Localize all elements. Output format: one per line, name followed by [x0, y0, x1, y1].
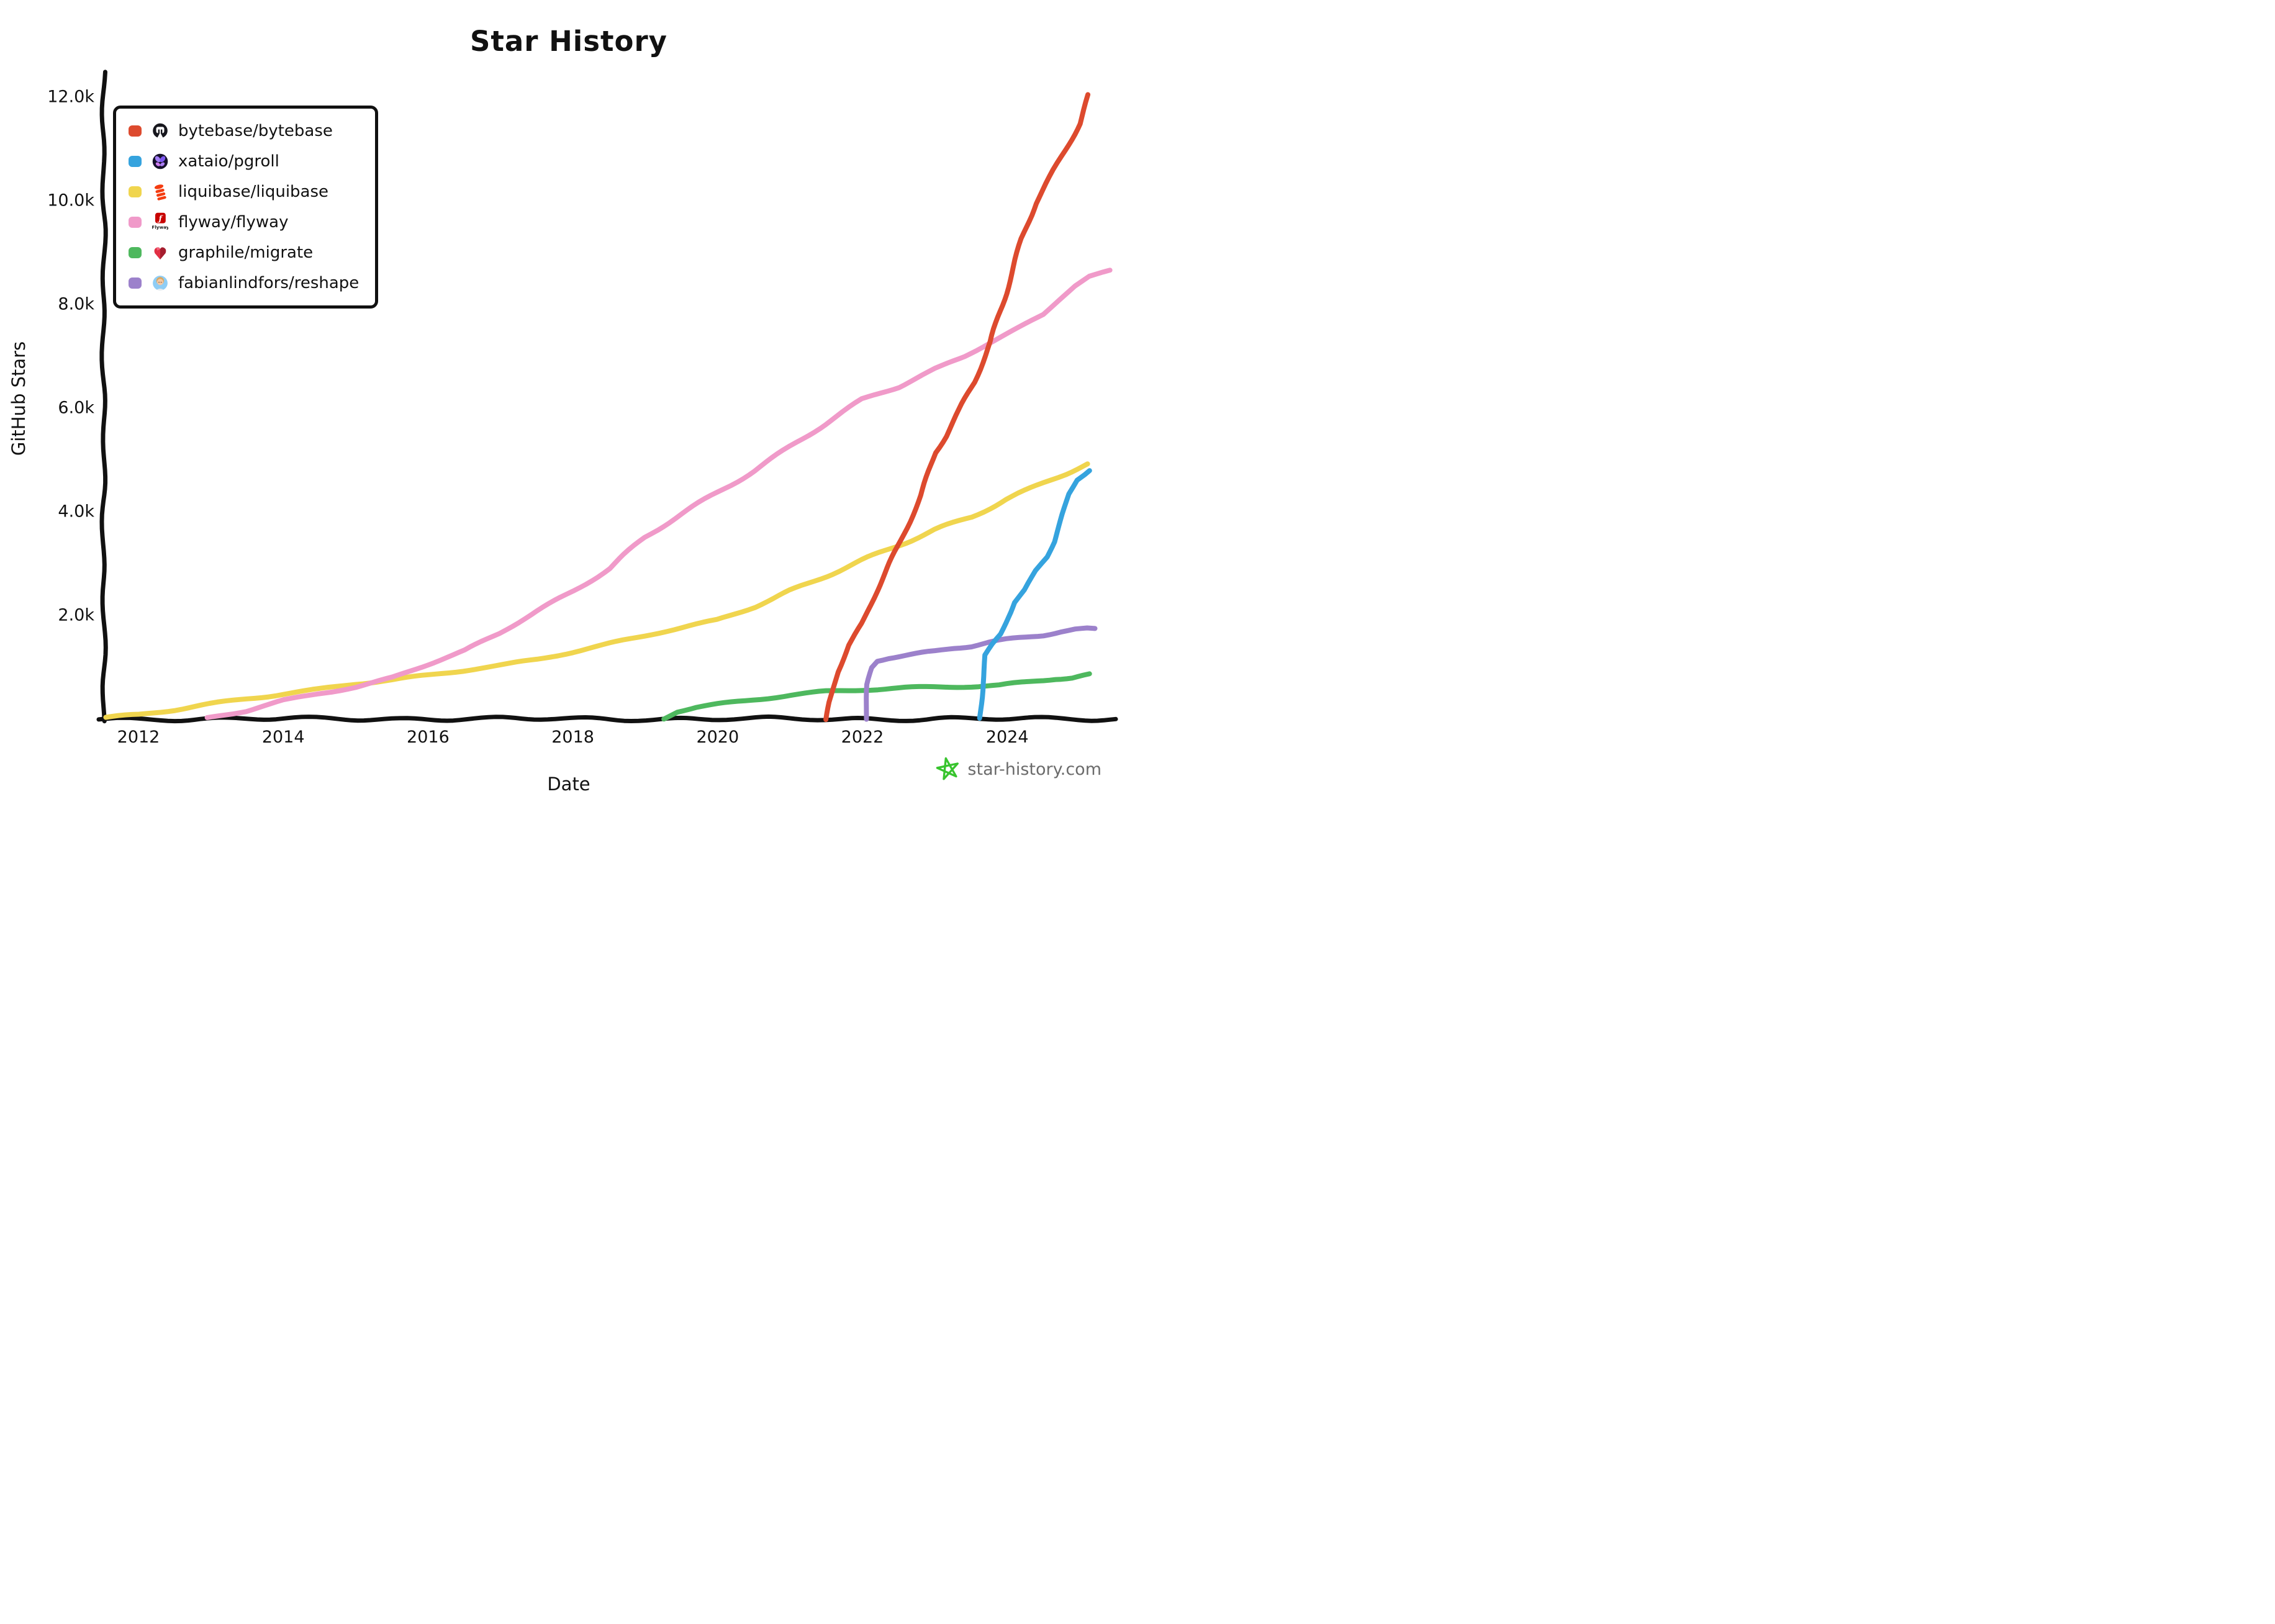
legend-swatch: [129, 247, 142, 258]
y-tick-label: 4.0k: [58, 502, 94, 521]
legend-item: liquibase/liquibase: [129, 179, 359, 204]
x-tick-label: 2020: [696, 728, 739, 747]
x-tick-label: 2012: [117, 728, 160, 747]
legend-item: fabianlindfors/reshape: [129, 271, 359, 295]
brand-footer: star-history.com: [935, 756, 1101, 782]
legend-item: graphile/migrate: [129, 240, 359, 265]
legend-item: xataio/pgroll: [129, 149, 359, 174]
star-logo-icon: [936, 757, 959, 780]
x-tick-label: 2024: [985, 728, 1029, 747]
star-history-chart: Star History GitHub Stars Date 2.0k 4.0k 6…: [0, 0, 1138, 812]
svg-text:ƒ: ƒ: [157, 214, 163, 223]
legend-swatch: [129, 217, 142, 228]
y-tick-label: 2.0k: [58, 605, 94, 625]
legend-item-label: bytebase/bytebase: [178, 122, 333, 140]
series-line-graphile: [661, 671, 1092, 722]
series-line-pgroll: [977, 468, 1092, 721]
liquibase-icon: [152, 183, 169, 201]
y-tick-label: 12.0k: [47, 87, 94, 107]
series-line-reshape: [864, 625, 1098, 722]
x-tick-label: 2016: [407, 728, 450, 747]
flyway-icon: ƒ Flyway: [152, 212, 169, 231]
series-line-flyway: [204, 268, 1113, 720]
brand-text: star-history.com: [967, 759, 1101, 779]
bytebase-icon: [152, 122, 169, 140]
legend-item: bytebase/bytebase: [129, 119, 359, 143]
legend-swatch: [129, 156, 142, 167]
legend-swatch: [129, 277, 142, 289]
legend-item-label: liquibase/liquibase: [178, 183, 329, 201]
graphile-heart-icon: [152, 244, 169, 261]
y-axis-label: GitHub Stars: [8, 341, 29, 456]
series-line-liquibase: [103, 461, 1090, 720]
x-tick-label: 2022: [841, 728, 884, 747]
y-axis-line: [99, 70, 108, 724]
x-tick-label: 2014: [261, 728, 305, 747]
y-tick-label: 6.0k: [58, 398, 94, 418]
series-line-bytebase: [823, 92, 1091, 722]
legend-item-label: xataio/pgroll: [178, 152, 279, 171]
legend-item: ƒ Flyway flyway/flyway: [129, 210, 359, 235]
legend-swatch: [129, 125, 142, 137]
svg-text:Flyway: Flyway: [152, 224, 168, 230]
legend-box: bytebase/bytebase xataio/pgroll liquibase/…: [113, 106, 379, 309]
x-axis-label: Date: [547, 774, 590, 795]
legend-swatch: [129, 186, 142, 197]
chart-plot-area: [96, 70, 1118, 724]
page-title: Star History: [470, 25, 667, 58]
y-tick-label: 8.0k: [58, 294, 94, 314]
avatar-icon: [152, 274, 169, 292]
legend-item-label: flyway/flyway: [178, 213, 289, 232]
legend-item-label: fabianlindfors/reshape: [178, 274, 360, 292]
x-tick-label: 2018: [551, 728, 594, 747]
x-axis-line: [96, 714, 1118, 724]
y-tick-label: 10.0k: [47, 191, 94, 210]
xata-butterfly-icon: [152, 153, 169, 170]
legend-item-label: graphile/migrate: [178, 243, 314, 262]
